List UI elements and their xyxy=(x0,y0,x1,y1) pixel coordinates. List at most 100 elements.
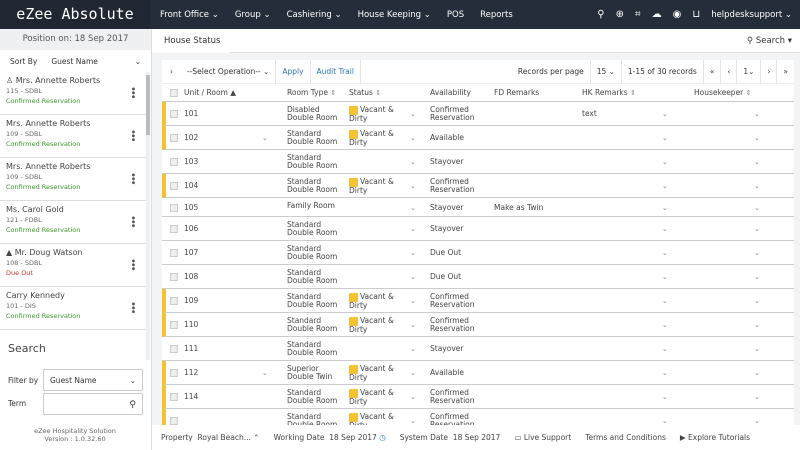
col-unit[interactable]: Unit / Room ▲ xyxy=(184,88,237,97)
row-checkbox[interactable] xyxy=(170,297,178,305)
hk-remarks-dropdown[interactable]: ⌄ xyxy=(662,203,668,212)
table-row[interactable]: 102 ⌄ Standard Double Room Vacant & Dirt… xyxy=(162,126,794,150)
property-selector[interactable]: Property Royal Beach... ⌃ xyxy=(161,433,260,442)
row-checkbox[interactable] xyxy=(170,134,178,142)
grid-icon[interactable]: ⌗ xyxy=(635,9,641,20)
table-row[interactable]: 101 Disabled Double Room Vacant & Dirty … xyxy=(162,102,794,126)
audit-trail-button[interactable]: Audit Trail xyxy=(311,60,361,84)
nav-item[interactable]: Group ⌄ xyxy=(235,10,271,20)
table-row[interactable]: 108 Standard Double Room ⌄ Due Out ⌄ ⌄ xyxy=(162,265,794,289)
chevron-down-icon[interactable]: ⌄ xyxy=(262,134,268,142)
col-housekeeper[interactable]: Housekeeper ⇕ xyxy=(694,88,752,97)
status-dropdown[interactable]: ⌄ xyxy=(410,182,416,190)
housekeeper-dropdown[interactable]: ⌄ xyxy=(754,321,760,329)
person-search-icon[interactable]: ⚲ xyxy=(597,9,605,20)
hk-remarks-dropdown[interactable]: ⌄ xyxy=(662,134,668,142)
housekeeper-dropdown[interactable]: ⌄ xyxy=(754,225,760,233)
status-dropdown[interactable]: ⌄ xyxy=(410,417,416,425)
user-menu[interactable]: helpdesksupport ⌄ xyxy=(711,9,792,20)
housekeeper-dropdown[interactable]: ⌄ xyxy=(754,369,760,377)
tutorials-link[interactable]: ▶ Explore Tutorials xyxy=(680,433,750,442)
select-all-checkbox[interactable] xyxy=(170,88,178,97)
status-dropdown[interactable]: ⌄ xyxy=(410,393,416,401)
search-toggle[interactable]: ⚲ Search ▾ xyxy=(746,36,792,46)
row-checkbox[interactable] xyxy=(170,110,178,118)
page-select[interactable]: 1⌄ xyxy=(737,60,762,84)
guest-item[interactable]: Mrs. Annette Roberts 109 - SDBL Confirme… xyxy=(0,115,146,158)
clock-icon[interactable]: ◷ xyxy=(379,433,386,442)
housekeeper-dropdown[interactable]: ⌄ xyxy=(754,273,760,281)
hk-remarks-dropdown[interactable]: ⌄ xyxy=(662,345,668,353)
first-page-button[interactable]: « xyxy=(704,60,722,84)
prev-page-button[interactable]: ‹ xyxy=(721,60,738,84)
hk-remarks-dropdown[interactable]: ⌄ xyxy=(662,297,668,305)
eye-icon[interactable]: ◉ xyxy=(672,9,682,20)
row-checkbox[interactable] xyxy=(170,273,178,281)
table-row[interactable]: 110 Standard Double Room Vacant & Dirty … xyxy=(162,313,794,337)
row-checkbox[interactable] xyxy=(170,321,178,329)
hk-remarks-dropdown[interactable]: ⌄ xyxy=(662,393,668,401)
operation-select[interactable]: --Select Operation-- ⌄ xyxy=(181,60,277,84)
col-hk-remarks[interactable]: HK Remarks ⇕ xyxy=(582,88,636,97)
row-checkbox[interactable] xyxy=(170,225,178,233)
hk-remarks-dropdown[interactable]: ⌄ xyxy=(662,182,668,190)
row-checkbox[interactable] xyxy=(170,369,178,377)
expand-icon[interactable]: › xyxy=(170,66,173,76)
status-dropdown[interactable]: ⌄ xyxy=(410,134,416,142)
status-dropdown[interactable]: ⌄ xyxy=(410,249,416,257)
table-row[interactable]: 114 Standard Double Room Vacant & Dirty … xyxy=(162,385,794,409)
table-row[interactable]: 107 Standard Double Room ⌄ Due Out ⌄ ⌄ xyxy=(162,241,794,265)
nav-item[interactable]: Reports xyxy=(480,10,513,20)
nav-item[interactable]: POS xyxy=(447,10,464,20)
sort-by[interactable]: Sort By Guest Name ⌄ xyxy=(0,50,151,72)
next-page-button[interactable]: › xyxy=(761,60,778,84)
row-checkbox[interactable] xyxy=(170,417,178,425)
table-row[interactable]: 106 Standard Double Room ⌄ Stayover ⌄ ⌄ xyxy=(162,217,794,241)
col-status[interactable]: Status ⇕ xyxy=(349,88,382,97)
hk-remarks-dropdown[interactable]: ⌄ xyxy=(662,158,668,166)
status-dropdown[interactable]: ⌄ xyxy=(410,158,416,166)
guest-list-scrollbar[interactable] xyxy=(146,72,150,360)
hk-remarks-dropdown[interactable]: ⌄ xyxy=(662,249,668,257)
housekeeper-dropdown[interactable]: ⌄ xyxy=(754,203,760,212)
row-checkbox[interactable] xyxy=(170,158,178,166)
col-room-type[interactable]: Room Type ⇕ xyxy=(287,88,337,97)
table-row[interactable]: 105 Family Room ⌄ Stayover Make as Twin … xyxy=(162,198,794,217)
nav-item[interactable]: House Keeping ⌄ xyxy=(358,10,431,20)
per-page-select[interactable]: 15 ⌄ xyxy=(591,60,622,84)
last-page-button[interactable]: » xyxy=(783,66,788,76)
row-checkbox[interactable] xyxy=(170,203,178,212)
table-row[interactable]: 111 Standard Double Room ⌄ Stayover ⌄ ⌄ xyxy=(162,337,794,361)
status-dropdown[interactable]: ⌄ xyxy=(410,110,416,118)
chevron-down-icon[interactable]: ⌄ xyxy=(262,369,268,377)
status-dropdown[interactable]: ⌄ xyxy=(410,203,416,212)
table-row[interactable]: 109 Standard Double Room Vacant & Dirty … xyxy=(162,289,794,313)
row-checkbox[interactable] xyxy=(170,393,178,401)
hk-remarks-dropdown[interactable]: ⌄ xyxy=(662,225,668,233)
term-input[interactable]: ⚲ xyxy=(43,393,143,415)
status-dropdown[interactable]: ⌄ xyxy=(410,225,416,233)
hk-remarks-dropdown[interactable]: ⌄ xyxy=(662,110,668,118)
nav-item[interactable]: Front Office ⌄ xyxy=(160,10,219,20)
row-checkbox[interactable] xyxy=(170,345,178,353)
more-icon[interactable]: ••• xyxy=(127,172,138,184)
table-row[interactable]: 103 Standard Double Room ⌄ Stayover ⌄ ⌄ xyxy=(162,150,794,174)
housekeeper-dropdown[interactable]: ⌄ xyxy=(754,134,760,142)
housekeeper-dropdown[interactable]: ⌄ xyxy=(754,393,760,401)
housekeeper-dropdown[interactable]: ⌄ xyxy=(754,345,760,353)
globe-icon[interactable]: ⊕ xyxy=(615,9,624,20)
hk-remarks[interactable]: text xyxy=(582,109,597,118)
hk-remarks-dropdown[interactable]: ⌄ xyxy=(662,273,668,281)
guest-item[interactable]: ♙ Mrs. Annette Roberts 115 - SDBL Confir… xyxy=(0,72,146,115)
status-dropdown[interactable]: ⌄ xyxy=(410,345,416,353)
cloud-icon[interactable]: ☁ xyxy=(651,9,662,20)
row-checkbox[interactable] xyxy=(170,182,178,190)
terms-link[interactable]: Terms and Conditions xyxy=(585,433,666,442)
tab-house-status[interactable]: House Status xyxy=(152,29,230,53)
live-support-link[interactable]: ▭ Live Support xyxy=(514,433,571,442)
more-icon[interactable]: ••• xyxy=(127,301,138,313)
hk-remarks-dropdown[interactable]: ⌄ xyxy=(662,321,668,329)
housekeeper-dropdown[interactable]: ⌄ xyxy=(754,417,760,425)
housekeeper-dropdown[interactable]: ⌄ xyxy=(754,158,760,166)
guest-item[interactable]: Carry Kennedy 101 - DIS Confirmed Reserv… xyxy=(0,287,146,330)
